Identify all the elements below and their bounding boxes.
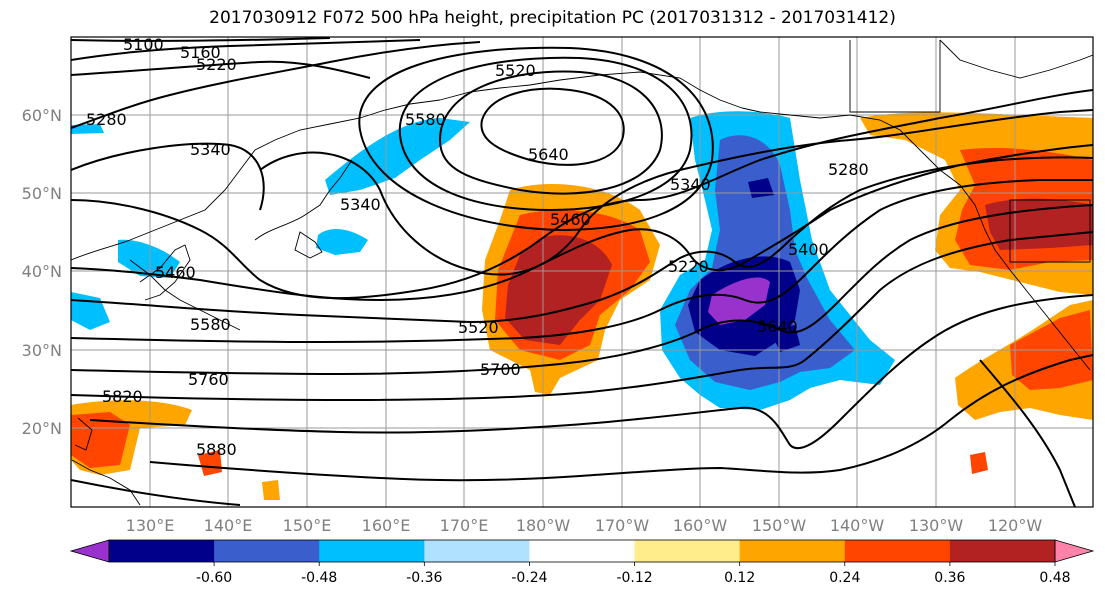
lat-label-20n: 20°N [22,419,62,438]
contour-label: 5340 [340,195,381,214]
lat-label-60n: 60°N [22,106,62,125]
map-frame [70,36,1094,508]
colorbar-frame [108,539,1056,563]
contour-label: 5340 [190,140,231,159]
precip-negative-area [71,124,104,134]
latitude-labels: 60°N 50°N 40°N 30°N 20°N [22,106,62,438]
contour-label: 5520 [495,61,536,80]
lat-label-40n: 40°N [22,262,62,281]
colorbar: -0.60 -0.48 -0.36 -0.24 -0.12 0.12 0.24 0.36 0.4… [69,539,1095,586]
contour-label: 5640 [528,145,569,164]
contour-label: 5220 [196,55,237,74]
colorbar-tick-label: -0.60 [196,570,232,586]
longitude-labels: 130°E 140°E 150°E 160°E 170°E 180°W 170°… [126,516,1043,535]
contour-label: 5100 [123,35,164,54]
lon-label: 140°E [204,516,253,535]
map-title: 2017030912 F072 500 hPa height, precipit… [209,8,896,28]
lon-label: 130°W [909,516,964,535]
colorbar-swatch [214,540,320,562]
contour-label: 5520 [458,318,499,337]
lon-label: 160°W [673,516,728,535]
contour-label: 5280 [828,160,869,179]
contour-labels: 5100 5160 5220 5280 5340 5460 5580 5520 … [86,35,869,459]
precip-fill-layer [71,111,1093,500]
lon-label: 150°E [283,516,332,535]
contour-label: 5160 [180,43,221,62]
contour-label: 5220 [668,257,709,276]
colorbar-swatch [634,540,741,562]
colorbar-swatch [844,540,951,562]
contour-label: 5760 [188,370,229,389]
precip-positive-area [198,450,222,476]
contour-label: 5580 [405,110,446,129]
contour-label: 5460 [550,210,591,229]
precip-negative-area [708,277,770,325]
lon-label: 170°E [440,516,489,535]
precip-negative-area [316,228,368,255]
lon-label: 140°W [830,516,885,535]
colorbar-swatch [529,540,636,562]
contour-label: 5820 [102,387,143,406]
contour-label: 5400 [788,240,829,259]
colorbar-swatch [424,540,530,562]
colorbar-tick-label: -0.24 [511,570,547,586]
colorbar-tick-label: 0.12 [724,570,755,586]
lat-label-30n: 30°N [22,341,62,360]
precip-negative-area [118,239,180,278]
colorbar-extend-low [69,539,110,563]
precip-positive-area [262,480,280,500]
lon-label: 150°W [752,516,807,535]
contour-label: 5460 [155,263,196,282]
colorbar-swatch [739,540,846,562]
contour-label: 5340 [670,175,711,194]
colorbar-tick-label: -0.48 [301,570,337,586]
colorbar-tick-label: -0.12 [616,570,652,586]
height-contours [71,37,1093,507]
contour-label: 5880 [196,440,237,459]
precip-positive-area [71,412,130,468]
contour-label: 5700 [480,360,521,379]
precip-positive-area [985,198,1093,250]
colorbar-tick-label: 0.36 [934,570,965,586]
colorbar-swatch [949,540,1056,562]
lon-label: 170°W [595,516,650,535]
lat-label-50n: 50°N [22,184,62,203]
contour-label: 5580 [190,315,231,334]
colorbar-swatch [109,540,215,562]
lon-label: 180°W [516,516,571,535]
precip-negative-area [325,118,470,195]
precip-positive-area [970,452,988,474]
lon-label: 120°W [988,516,1043,535]
coastlines [71,39,1093,506]
lon-label: 160°E [362,516,411,535]
colorbar-tick-label: 0.24 [829,570,860,586]
colorbar-swatch [319,540,425,562]
colorbar-tick-label: -0.36 [406,570,442,586]
contour-label: 5280 [86,110,127,129]
lon-label: 130°E [126,516,175,535]
colorbar-tick-label: 0.48 [1039,570,1070,586]
contour-label: 5640 [757,317,798,336]
colorbar-extend-high [1054,539,1095,563]
